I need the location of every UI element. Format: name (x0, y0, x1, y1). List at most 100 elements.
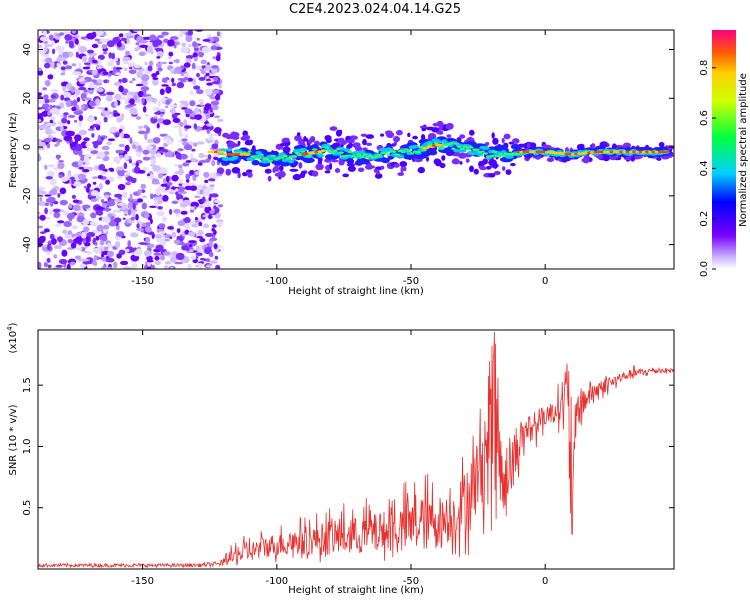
noise-blob (125, 182, 131, 186)
ridge-core (338, 151, 344, 154)
noise-blob (82, 66, 91, 70)
ridge-blob (279, 165, 284, 172)
noise-blob (151, 181, 161, 185)
noise-blob (206, 206, 212, 212)
ridge-blob (282, 146, 291, 154)
ridge-blob (380, 165, 385, 170)
ridge-core (481, 150, 485, 153)
noise-blob (65, 130, 74, 137)
noise-blob (119, 154, 124, 159)
ridge-core (453, 142, 460, 145)
ridge-core (494, 154, 501, 158)
noise-blob (168, 51, 174, 57)
noise-blob (96, 156, 102, 159)
ridge-core (330, 151, 335, 154)
noise-blob (186, 178, 190, 183)
noise-blob (205, 64, 212, 71)
noise-blob (92, 181, 97, 185)
ridge-core (310, 144, 319, 150)
noise-blob (175, 58, 180, 64)
noise-blob (209, 96, 216, 100)
ridge-peak (239, 153, 245, 156)
noise-blob (152, 165, 162, 172)
noise-blob (72, 199, 80, 204)
colorbar-label: Normalized spectral amplitude (738, 73, 749, 227)
noise-blob (101, 202, 108, 208)
noise-blob (78, 86, 87, 91)
noise-blob (162, 119, 171, 126)
noise-blob (78, 45, 88, 53)
noise-blob (143, 213, 150, 219)
ridge-peak (223, 153, 228, 156)
noise-blob (128, 69, 137, 74)
ridge-peak (535, 150, 540, 154)
noise-blob (111, 52, 116, 60)
ridge-core (336, 147, 341, 151)
noise-blob (185, 173, 191, 180)
ridge-blob (482, 158, 489, 165)
noise-blob (55, 264, 64, 268)
noise-blob (140, 183, 147, 190)
ridge-peak (567, 152, 573, 156)
noise-blob (130, 232, 139, 238)
noise-blob (113, 81, 122, 87)
ridge-blob (546, 157, 555, 163)
noise-blob (92, 176, 98, 180)
noise-blob (76, 97, 81, 102)
noise-blob (107, 266, 113, 269)
noise-blob (114, 100, 118, 108)
ridge-blob (277, 170, 286, 178)
noise-blob (50, 40, 55, 46)
noise-blob (169, 36, 179, 40)
ridge-core (226, 147, 233, 152)
noise-blob (80, 231, 87, 239)
noise-blob (203, 188, 211, 195)
noise-blob (217, 118, 224, 122)
noise-blob (68, 203, 73, 209)
noise-blob (81, 55, 88, 63)
noise-blob (154, 39, 163, 46)
noise-blob (114, 241, 121, 249)
ridge-blob (360, 133, 368, 137)
noise-blob (92, 59, 98, 64)
noise-blob (141, 222, 147, 227)
ridge-core (359, 155, 365, 158)
noise-blob (73, 119, 78, 123)
noise-blob (42, 87, 47, 91)
noise-blob (72, 233, 81, 237)
noise-blob (216, 219, 224, 224)
noise-blob (178, 133, 184, 137)
ridge-blob (282, 137, 290, 143)
ridge-core (468, 146, 474, 149)
noise-blob (49, 233, 55, 240)
ridge-peak (230, 153, 235, 156)
ridge-peak (616, 150, 621, 154)
noise-blob (157, 173, 164, 179)
ridge-blob (488, 159, 497, 167)
ridge-blob (246, 169, 253, 173)
noise-blob (175, 252, 185, 261)
noise-blob (59, 32, 64, 36)
ridge-blob (485, 142, 490, 146)
noise-blob (82, 218, 90, 226)
ridge-blob (294, 135, 302, 142)
noise-blob (187, 263, 192, 269)
noise-blob (165, 175, 170, 183)
noise-blob (108, 52, 113, 59)
noise-blob (101, 145, 110, 151)
noise-blob (158, 223, 166, 229)
ridge-blob (264, 168, 272, 174)
noise-blob (57, 162, 65, 170)
noise-blob (122, 217, 126, 220)
ridge-blob (341, 140, 347, 145)
ridge-core (347, 150, 353, 154)
noise-blob (122, 56, 131, 61)
y-tick-label: -40 (22, 236, 33, 252)
ridge-core (394, 153, 401, 156)
noise-blob (208, 196, 212, 201)
ridge-core (262, 157, 267, 161)
noise-blob (161, 31, 169, 36)
noise-blob (70, 261, 76, 266)
ridge-peak (609, 150, 614, 154)
noise-blob (57, 236, 63, 243)
